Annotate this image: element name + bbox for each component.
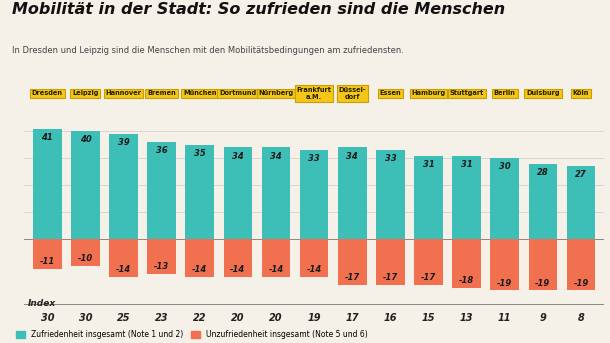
Text: 23: 23 xyxy=(155,314,168,323)
Text: -17: -17 xyxy=(345,273,360,282)
Text: 9: 9 xyxy=(539,314,547,323)
Bar xyxy=(414,239,443,285)
Bar xyxy=(529,164,557,239)
Text: -14: -14 xyxy=(192,265,207,274)
Bar xyxy=(490,239,519,290)
Bar xyxy=(262,147,290,239)
Bar xyxy=(224,239,252,277)
Bar xyxy=(148,239,176,274)
Text: München: München xyxy=(183,91,217,96)
Text: -18: -18 xyxy=(459,276,475,285)
Bar xyxy=(148,142,176,239)
Text: 33: 33 xyxy=(384,154,396,163)
Bar xyxy=(453,156,481,239)
Bar xyxy=(71,131,99,239)
Text: -14: -14 xyxy=(231,265,245,274)
Text: -14: -14 xyxy=(268,265,284,274)
Text: Leipzig: Leipzig xyxy=(72,91,99,96)
Text: 30: 30 xyxy=(79,314,92,323)
Text: 19: 19 xyxy=(307,314,321,323)
Text: 30: 30 xyxy=(40,314,54,323)
Bar xyxy=(262,239,290,277)
Bar xyxy=(453,239,481,288)
Bar xyxy=(338,147,367,239)
Bar xyxy=(338,239,367,285)
Bar xyxy=(185,239,214,277)
Text: 11: 11 xyxy=(498,314,512,323)
Bar xyxy=(300,150,328,239)
Text: 20: 20 xyxy=(231,314,245,323)
Text: 13: 13 xyxy=(460,314,473,323)
Text: In Dresden und Leipzig sind die Menschen mit den Mobilitätsbedingungen am zufrie: In Dresden und Leipzig sind die Menschen… xyxy=(12,46,404,55)
Text: -10: -10 xyxy=(78,255,93,263)
Bar xyxy=(567,239,595,290)
Text: 8: 8 xyxy=(578,314,584,323)
Text: 16: 16 xyxy=(384,314,397,323)
Text: -19: -19 xyxy=(497,279,512,288)
Text: Index: Index xyxy=(28,299,56,308)
Bar xyxy=(71,239,99,266)
Text: 17: 17 xyxy=(345,314,359,323)
Text: -17: -17 xyxy=(421,273,436,282)
Bar xyxy=(376,239,404,285)
Text: 27: 27 xyxy=(575,170,587,179)
Text: Duisburg: Duisburg xyxy=(526,91,559,96)
Legend: Zufriedenheit insgesamt (Note 1 und 2), Unzufriedenheit insgesamt (Note 5 und 6): Zufriedenheit insgesamt (Note 1 und 2), … xyxy=(16,330,368,339)
Text: 15: 15 xyxy=(422,314,436,323)
Text: -11: -11 xyxy=(40,257,55,266)
Bar xyxy=(567,166,595,239)
Text: 33: 33 xyxy=(308,154,320,163)
Text: 22: 22 xyxy=(193,314,207,323)
Text: Hamburg: Hamburg xyxy=(412,91,445,96)
Bar xyxy=(185,145,214,239)
Text: Hannover: Hannover xyxy=(106,91,142,96)
Bar xyxy=(33,239,62,269)
Text: 41: 41 xyxy=(41,133,53,142)
Text: Nürnberg: Nürnberg xyxy=(259,91,293,96)
Text: 39: 39 xyxy=(118,138,129,147)
Bar xyxy=(109,239,138,277)
Text: Dresden: Dresden xyxy=(32,91,63,96)
Bar xyxy=(109,134,138,239)
Text: 25: 25 xyxy=(117,314,131,323)
Text: Köln: Köln xyxy=(573,91,589,96)
Text: 40: 40 xyxy=(79,135,91,144)
Text: Mobilität in der Stadt: So zufrieden sind die Menschen: Mobilität in der Stadt: So zufrieden sin… xyxy=(12,2,505,17)
Text: 35: 35 xyxy=(194,149,206,158)
Text: 36: 36 xyxy=(156,146,168,155)
Text: 34: 34 xyxy=(232,152,244,161)
Text: Bremen: Bremen xyxy=(147,91,176,96)
Text: -14: -14 xyxy=(116,265,131,274)
Text: 28: 28 xyxy=(537,168,549,177)
Bar xyxy=(300,239,328,277)
Text: Dortmund: Dortmund xyxy=(220,91,256,96)
Text: Essen: Essen xyxy=(379,91,401,96)
Text: -13: -13 xyxy=(154,262,170,271)
Text: 31: 31 xyxy=(423,159,434,169)
Bar xyxy=(33,129,62,239)
Bar xyxy=(376,150,404,239)
Text: 34: 34 xyxy=(270,152,282,161)
Text: 30: 30 xyxy=(499,162,511,171)
Bar xyxy=(414,156,443,239)
Text: Stuttgart: Stuttgart xyxy=(450,91,484,96)
Text: Düssel-
dorf: Düssel- dorf xyxy=(339,87,366,100)
Text: 31: 31 xyxy=(461,159,473,169)
Text: Frankfurt
a.M.: Frankfurt a.M. xyxy=(296,87,332,100)
Text: 20: 20 xyxy=(269,314,283,323)
Text: Berlin: Berlin xyxy=(494,91,515,96)
Bar xyxy=(224,147,252,239)
Bar xyxy=(529,239,557,290)
Text: -14: -14 xyxy=(306,265,322,274)
Text: -19: -19 xyxy=(536,279,550,288)
Text: -17: -17 xyxy=(383,273,398,282)
Bar xyxy=(490,158,519,239)
Text: -19: -19 xyxy=(573,279,589,288)
Text: 34: 34 xyxy=(346,152,358,161)
